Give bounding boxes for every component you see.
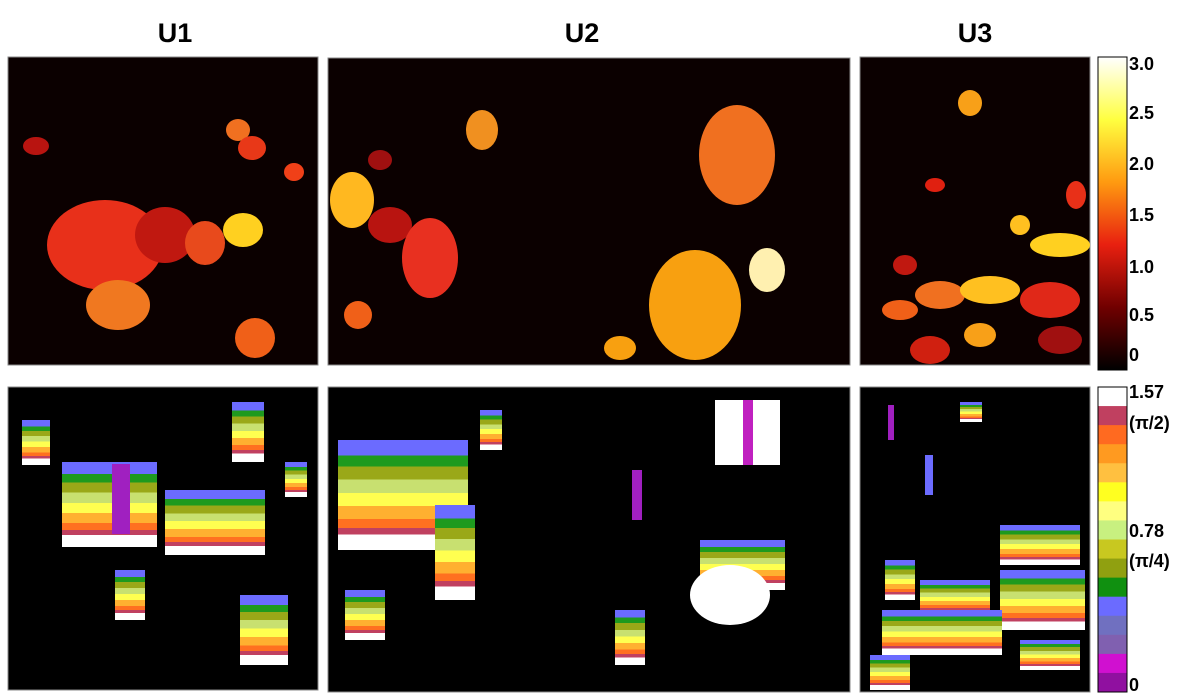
colorbar-label: 3.0 [1129, 54, 1154, 74]
colorbar-band [1098, 615, 1127, 636]
colorbar-band [1098, 672, 1127, 693]
colorbar-band [1098, 577, 1127, 598]
slope-map-u3 [859, 386, 1091, 693]
panel-title: U3 [958, 18, 993, 48]
colorbar-label: 1.5 [1129, 205, 1154, 225]
colorbar-band [1098, 634, 1127, 655]
colorbar-band [1098, 596, 1127, 617]
colorbar-label: 0 [1129, 675, 1139, 695]
colorbar-label: 0.5 [1129, 305, 1154, 325]
height-map-u2 [327, 57, 851, 366]
colorbar-label: (π/2) [1129, 413, 1170, 433]
colorbar-label: 0 [1129, 345, 1139, 365]
panel-title: U2 [565, 18, 600, 48]
colorbar-band [1098, 463, 1127, 483]
colorbar-label: 0.78 [1129, 521, 1164, 541]
colorbar [1097, 56, 1128, 371]
slope-map-u2 [327, 386, 851, 693]
height-map-u3 [859, 56, 1091, 366]
colorbar-band [1098, 539, 1127, 560]
colorbar-label: (π/4) [1129, 551, 1170, 571]
colorbar-band [1098, 406, 1127, 426]
colorbar-band [1098, 444, 1127, 464]
panel-title: U1 [158, 18, 193, 48]
colorbar-label: 2.0 [1129, 154, 1154, 174]
colorbar-band [1098, 520, 1127, 540]
colorbar-frame [1097, 386, 1128, 693]
colorbar-band [1098, 387, 1127, 407]
colorbar-label: 1.0 [1129, 257, 1154, 277]
colorbar-band [1098, 425, 1127, 445]
colorbar-label: 1.57 [1129, 382, 1164, 402]
colorbar-band [1098, 653, 1127, 674]
colorbar [1097, 386, 1128, 693]
slope-map-u1 [7, 386, 319, 691]
colorbar-band [1098, 501, 1127, 521]
colorbar-label: 2.5 [1129, 103, 1154, 123]
colorbar-band [1098, 482, 1127, 502]
height-map-u1 [7, 56, 319, 366]
colorbar-band [1098, 558, 1127, 579]
